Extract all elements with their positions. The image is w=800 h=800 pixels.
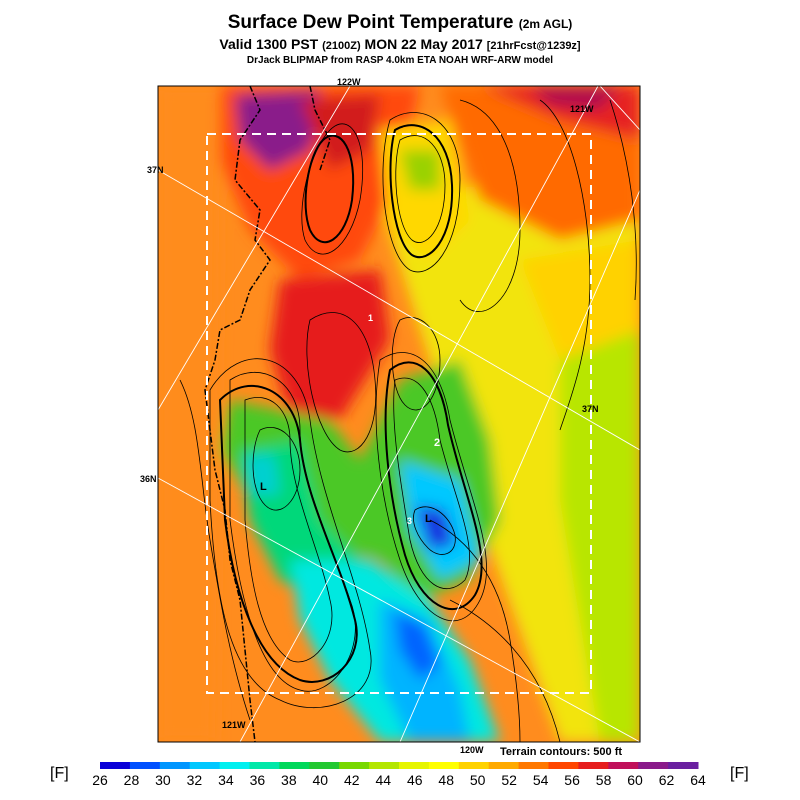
colorbar-tick-label: 50 [469,772,486,788]
colorbar-tick-label: 26 [92,772,108,788]
colorbar-tick-label: 58 [595,772,612,788]
unit-left: [F] [50,765,69,782]
colorbar-tick-label: 60 [627,772,643,788]
lon-label-120w: 120W [460,745,484,755]
colorbar-tick-label: 32 [186,772,203,788]
colorbar-tick-label: 40 [312,772,329,788]
colorbar-swatch [578,762,609,769]
terrain-note: Terrain contours: 500 ft [500,746,623,758]
colorbar-swatch [488,762,520,769]
colorbar-swatch [339,762,370,769]
colorbar-swatch [129,762,161,769]
colorbar-tick-label: 34 [218,772,234,788]
colorbar-tick-label: 42 [343,772,360,788]
map-frame [157,85,641,743]
lon-label-121w-bottom: 121W [222,720,246,730]
colorbar-swatch [548,762,579,769]
marker-2: 2 [434,437,441,449]
map-field [158,86,640,742]
colorbar-swatch [279,762,310,769]
marker-low-west: L [260,481,267,493]
graticule [158,86,640,742]
colorbar-swatch [638,762,669,769]
coastline [204,86,271,742]
colorbar-swatch [309,762,340,769]
lat-label-36n: 36N [140,474,157,484]
colorbar-swatch [249,762,280,769]
valid-time: Valid 1300 PST (2100Z) MON 22 May 2017 [… [219,36,581,52]
colorbar-tick-label: 62 [658,772,675,788]
marker-low-east: L [425,513,432,525]
lat-label-37n-left: 37N [147,165,164,175]
colorbar-tick-label: 36 [249,772,266,788]
lon-label-121w-top: 121W [570,104,594,114]
colorbar-tick-label: 56 [564,772,580,788]
colorbar [100,762,699,769]
colorbar-swatch [458,762,490,769]
colorbar-swatch [399,762,430,769]
colorbar-swatch [219,762,250,769]
colorbar-tick-label: 48 [438,772,454,788]
colorbar-tick-label: 44 [375,772,392,788]
colorbar-tick-label: 28 [123,772,140,788]
model-credit: DrJack BLIPMAP from RASP 4.0km ETA NOAH … [246,55,554,66]
colorbar-tick-label: 64 [690,772,706,788]
lat-label-37n-right: 37N [582,404,599,414]
terrain-contours [179,99,637,742]
colorbar-tick-label: 30 [155,772,171,788]
colorbar-tick-label: 52 [501,772,517,788]
colorbar-swatch [428,762,460,769]
marker-3: 3 [407,516,413,526]
lon-label-122w: 122W [337,77,361,87]
map-title: Surface Dew Point Temperature (2m AGL) [227,12,573,33]
unit-right: [F] [730,765,749,782]
colorbar-swatch [189,762,221,769]
inner-domain-box [206,133,592,694]
marker-1: 1 [368,313,374,323]
colorbar-swatch [608,762,639,769]
colorbar-swatch [668,762,699,769]
colorbar-tick-label: 38 [281,772,297,788]
colorbar-tick-label: 46 [406,772,423,788]
colorbar-swatch [159,762,191,769]
colorbar-swatch [518,762,549,769]
bay-outline [309,86,331,171]
colorbar-swatch [100,762,131,769]
colorbar-swatch [369,762,400,769]
colorbar-tick-label: 54 [532,772,549,788]
